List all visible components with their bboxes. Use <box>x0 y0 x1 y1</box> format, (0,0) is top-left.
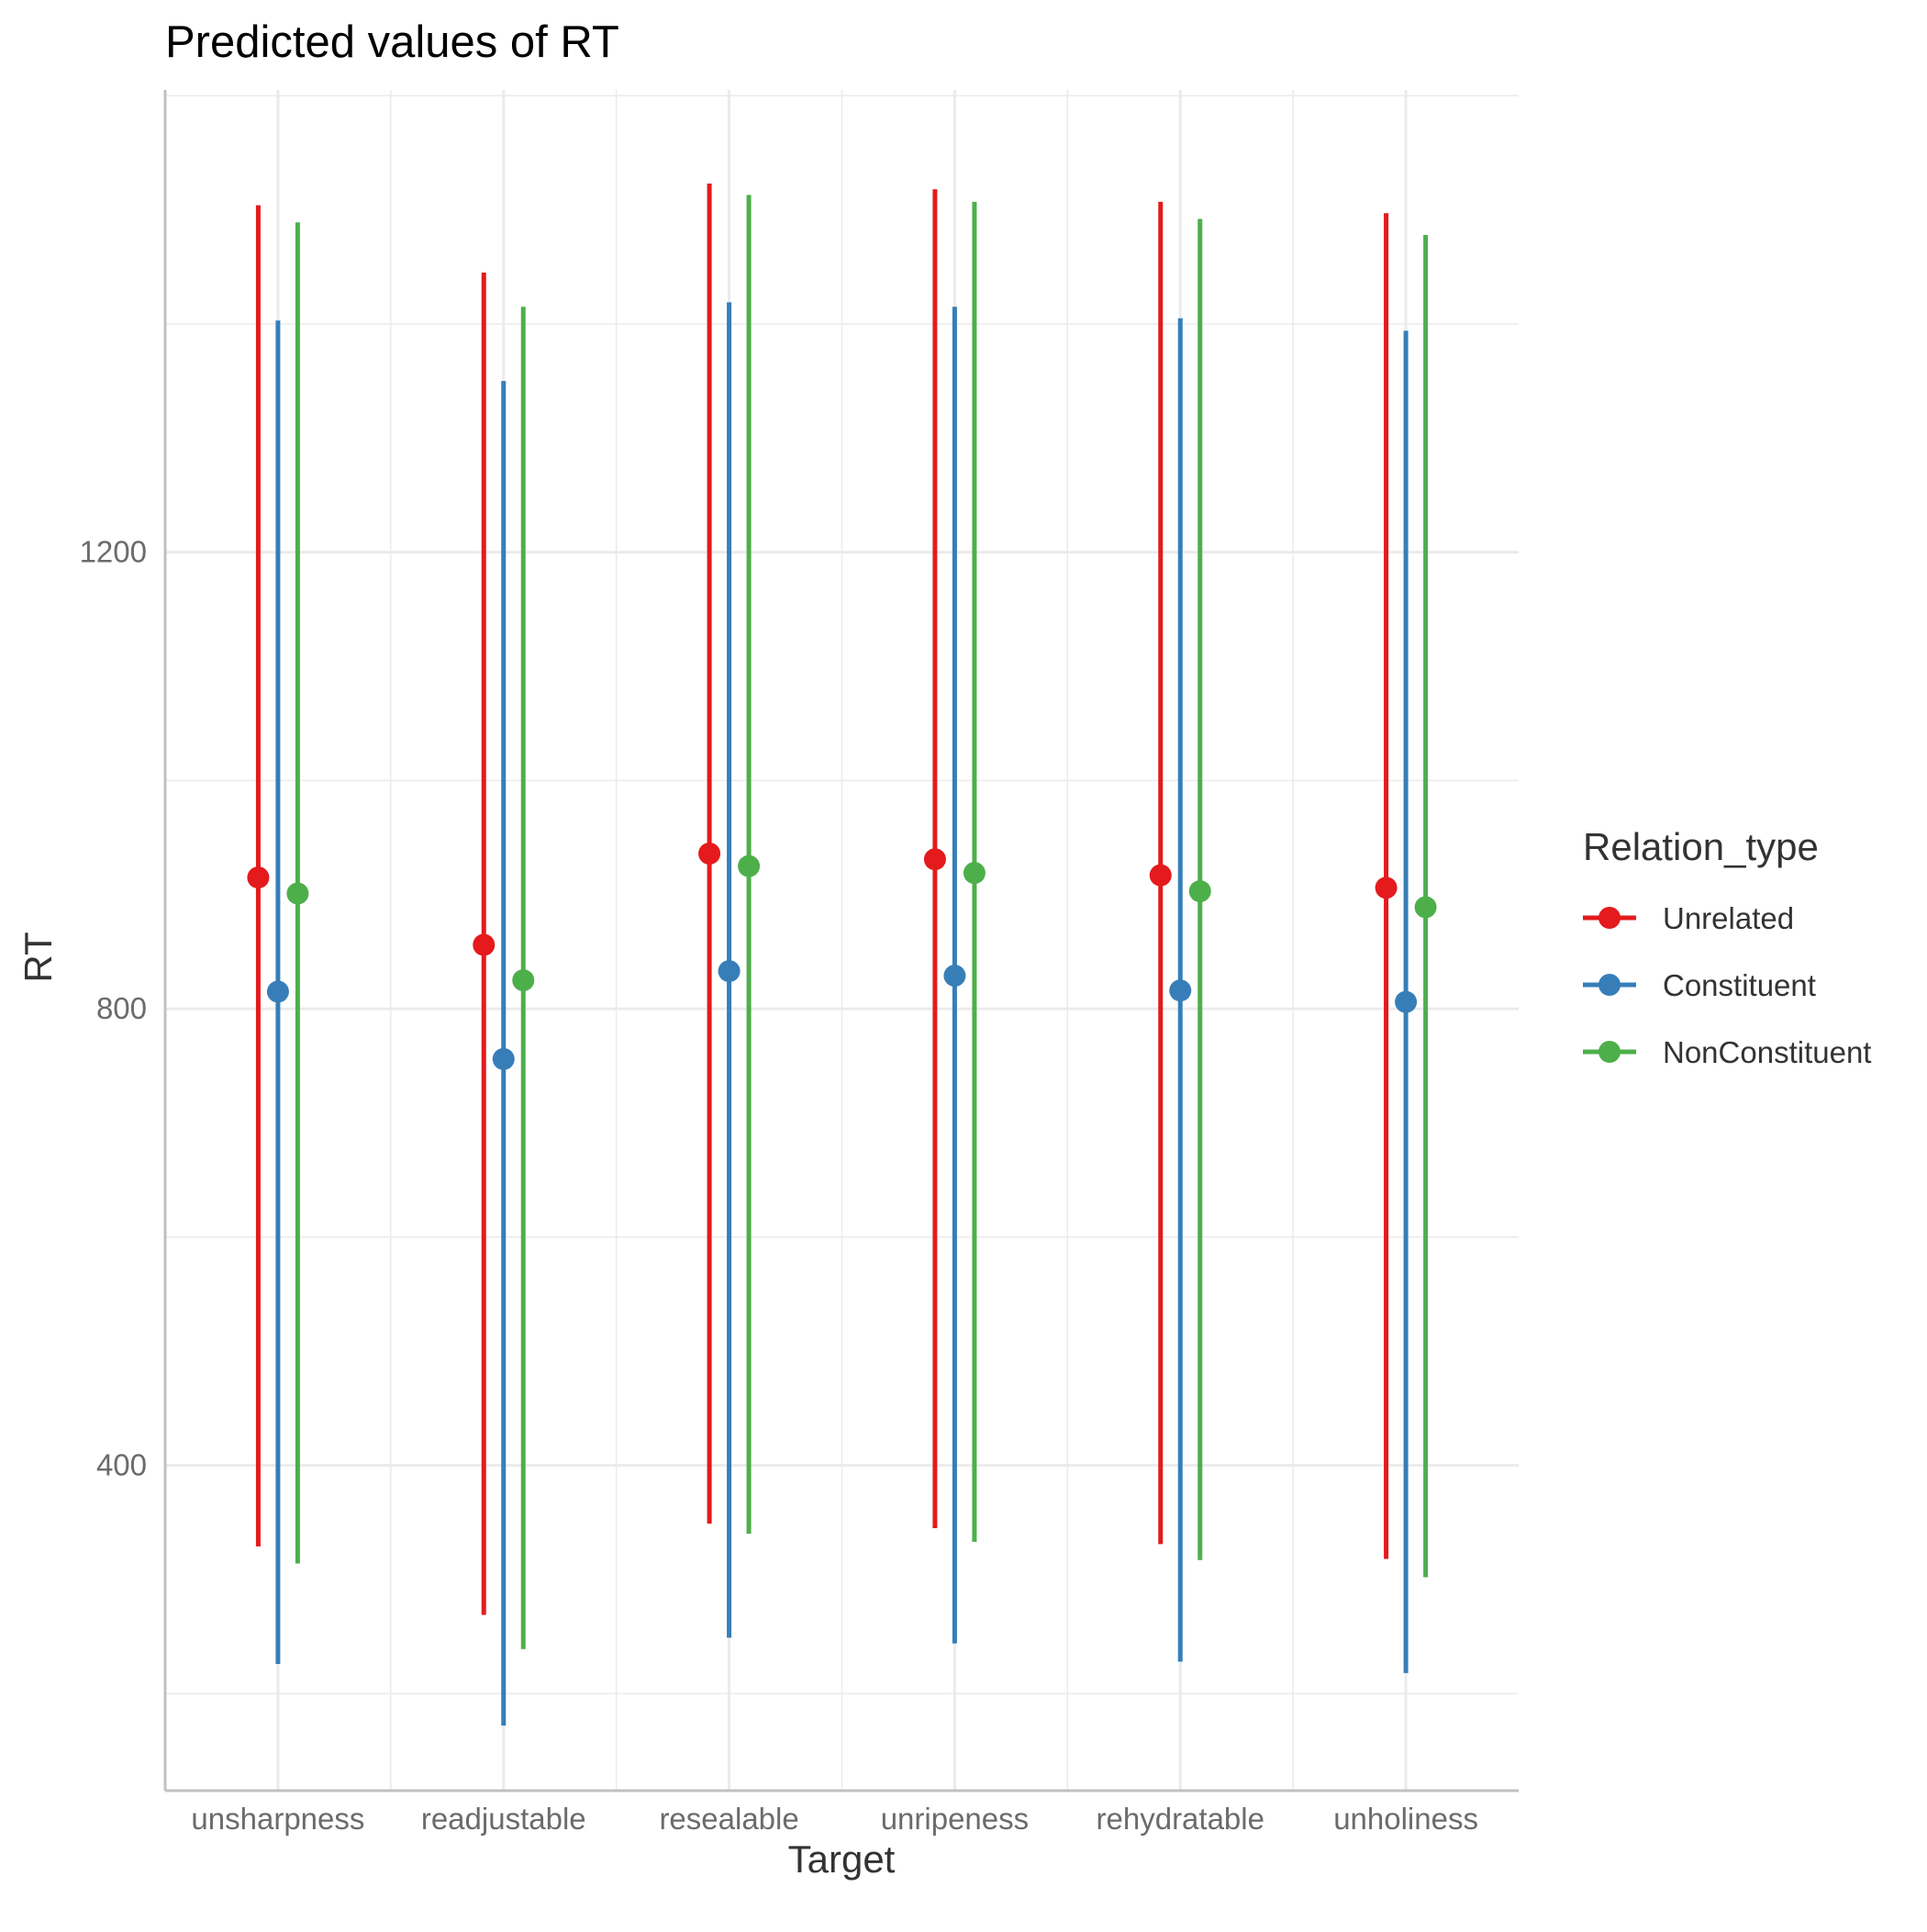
legend-label: Unrelated <box>1663 901 1794 935</box>
y-tick-label: 1200 <box>80 535 147 569</box>
legend-key-point <box>1598 907 1621 929</box>
legend-label: Constituent <box>1663 968 1816 1002</box>
data-point <box>247 866 270 889</box>
data-point <box>718 960 741 983</box>
legend-items: Unrelated Constituent NonConstituent <box>1583 901 1871 1069</box>
data-point <box>1149 864 1172 887</box>
legend-item: NonConstituent <box>1583 1035 1871 1069</box>
chart-title: Predicted values of RT <box>165 17 619 67</box>
data-point <box>923 848 946 871</box>
legend-title: Relation_type <box>1583 825 1819 868</box>
x-tick-label: unsharpness <box>191 1802 364 1836</box>
data-point <box>1188 880 1211 903</box>
legend-key-point <box>1598 974 1621 996</box>
data-point <box>1375 877 1398 899</box>
marks-layer <box>247 183 1437 1726</box>
data-point <box>963 862 986 885</box>
legend-label: NonConstituent <box>1663 1035 1871 1069</box>
data-point <box>943 965 966 988</box>
axis-layer <box>163 90 1519 1792</box>
legend-item: Constituent <box>1583 968 1816 1002</box>
data-point <box>512 969 535 992</box>
y-tick-label: 400 <box>96 1448 147 1482</box>
x-axis-title: Target <box>788 1837 896 1881</box>
data-point <box>286 882 309 905</box>
x-tick-label: unholiness <box>1333 1802 1478 1836</box>
x-tick-label: unripeness <box>881 1802 1029 1836</box>
grid-layer <box>165 90 1519 1791</box>
x-tick-label: resealable <box>659 1802 798 1836</box>
data-point <box>492 1047 515 1070</box>
y-axis-title: RT <box>17 932 60 982</box>
data-point <box>1414 896 1437 919</box>
data-point <box>1395 990 1418 1013</box>
data-point <box>698 842 721 865</box>
x-tick-label: rehydratable <box>1097 1802 1264 1836</box>
data-point <box>1169 979 1192 1002</box>
data-point <box>473 933 496 956</box>
tick-layer: 400 800 1200 unsharpness readjustable reseala… <box>80 535 1478 1836</box>
legend-item: Unrelated <box>1583 901 1794 935</box>
y-tick-label: 800 <box>96 991 147 1025</box>
legend-key-point <box>1598 1041 1621 1063</box>
data-point <box>738 854 761 877</box>
data-point <box>266 980 289 1003</box>
x-tick-label: readjustable <box>421 1802 586 1836</box>
legend: Relation_type Unrelated Constituent NonCon… <box>1583 825 1871 1069</box>
